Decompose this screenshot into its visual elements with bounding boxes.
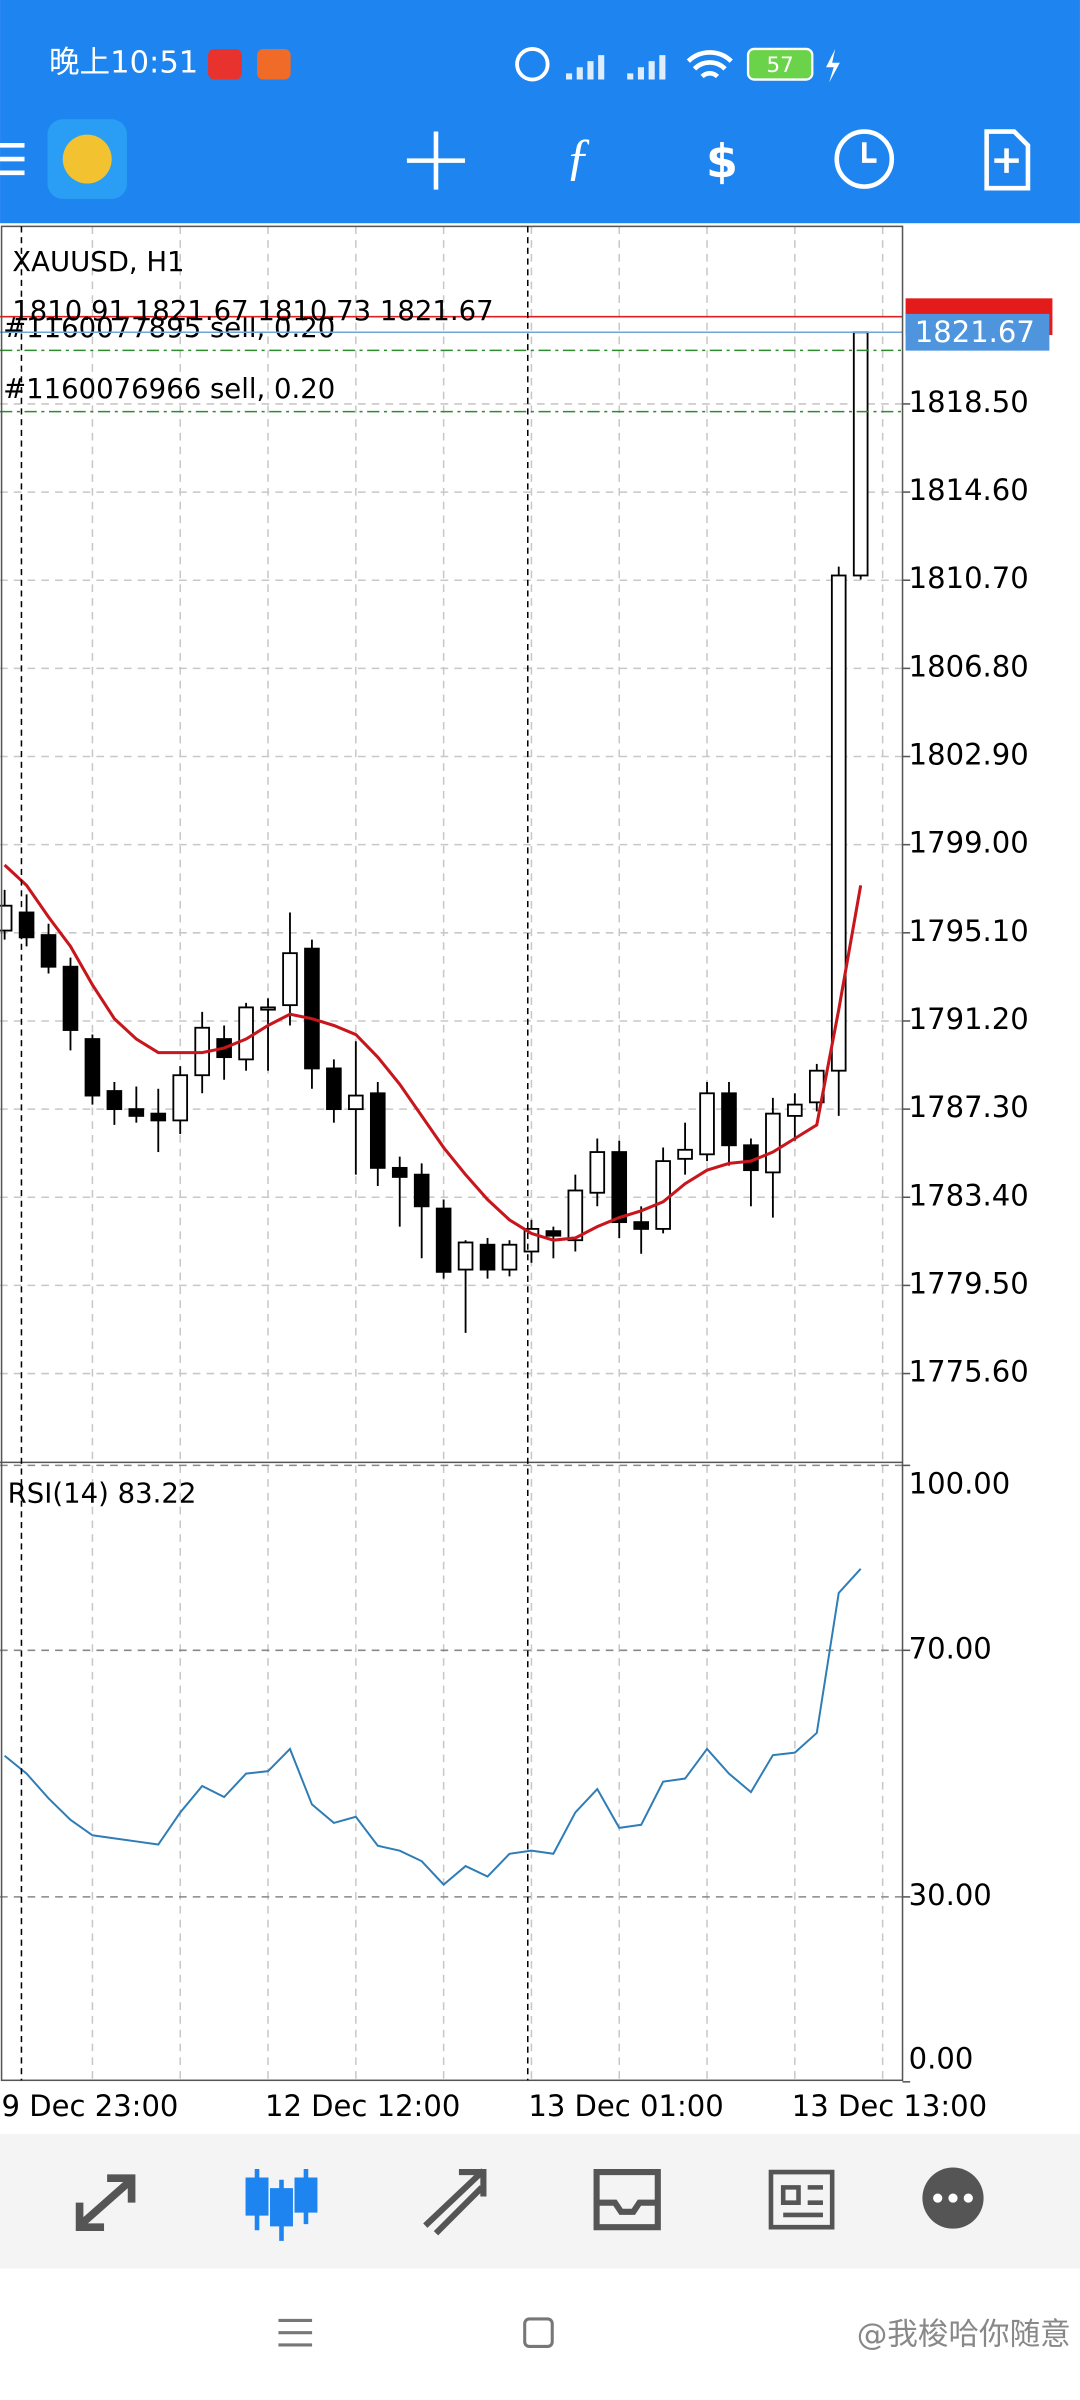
candle-body (238, 1006, 254, 1061)
plot-frame (0, 225, 904, 2082)
y-tick-label: 1775.60 (909, 1355, 1029, 1389)
watermark: @我梭哈你随意 (857, 2317, 1071, 2352)
y-tick-label: 1814.60 (909, 473, 1029, 507)
indicators-button[interactable]: ƒ (565, 129, 591, 186)
status-icon (208, 48, 242, 80)
status-time: 晚上10:51 (49, 46, 198, 81)
menu-button[interactable] (0, 143, 25, 176)
candle-body (830, 574, 847, 1072)
candle-body (501, 1243, 518, 1271)
alarm-icon (515, 47, 550, 82)
chart-tab[interactable] (245, 2169, 318, 2241)
nav-menu[interactable] (278, 2318, 313, 2347)
y-tick-label: 1806.80 (909, 649, 1029, 683)
timeframe-button[interactable] (834, 129, 895, 189)
candle-body (128, 1108, 145, 1117)
battery-level: 57 (767, 53, 794, 78)
candle-body (655, 1160, 671, 1230)
candle-body (348, 1094, 364, 1111)
trade-button[interactable]: $ (706, 135, 738, 189)
top-bar (0, 0, 1080, 224)
candle-body (567, 1189, 584, 1242)
candle-body (435, 1207, 452, 1273)
candle-body (369, 1092, 386, 1169)
x-tick-label: 13 Dec 13:00 (792, 2089, 987, 2123)
timeframe-icon (861, 142, 877, 163)
moving-average (3, 863, 863, 1242)
candle-body (84, 1038, 101, 1097)
battery-icon (746, 47, 814, 81)
y-tick-label: 100.00 (909, 1466, 1011, 1500)
axes: 1818.50 1814.60 1810.70 1806.80 1802.90 1799.… (2, 298, 1053, 2123)
candle-body (18, 911, 35, 939)
candle-body (304, 947, 320, 1070)
trade-tab[interactable] (423, 2168, 487, 2236)
candle-body (172, 1074, 189, 1122)
y-tick-label: 1799.00 (909, 826, 1029, 860)
x-tick-label: 9 Dec 23:00 (2, 2089, 179, 2123)
candle-body (282, 952, 298, 1007)
x-tick-label: 12 Dec 12:00 (265, 2089, 460, 2123)
bid-label: 1821.67 (915, 315, 1035, 349)
y-tick-label: 30.00 (909, 1878, 992, 1912)
y-tick-label: 1783.40 (909, 1178, 1029, 1212)
bottom-nav (0, 2133, 1080, 2269)
y-tick-label: 1779.50 (909, 1266, 1029, 1300)
candle-body (852, 331, 869, 577)
messages-dot (948, 2193, 958, 2203)
candle-body (0, 904, 13, 932)
candle-body (699, 1092, 715, 1156)
news-tab[interactable] (768, 2169, 835, 2230)
plot: #1160077895 sell, 0.20#1160076966 sell, … (0, 226, 903, 2081)
messages-dot (963, 2193, 973, 2203)
wifi-icon (686, 50, 733, 79)
charge-icon (826, 48, 840, 83)
candle-body (106, 1090, 123, 1111)
y-tick-label: 70.00 (909, 1631, 992, 1665)
rsi-title: RSI(14) 83.22 (8, 1477, 197, 1509)
symbol-title: XAUUSD, H1 (12, 246, 184, 278)
rsi-line (3, 1568, 862, 1886)
candle-body (589, 1151, 606, 1194)
candle-body (62, 965, 79, 1031)
candle-body (479, 1243, 496, 1271)
history-tab[interactable] (593, 2169, 661, 2231)
candle-body (765, 1112, 781, 1174)
y-tick-label: 0.00 (909, 2041, 974, 2075)
messages-dot (933, 2193, 943, 2203)
candle-body (150, 1112, 167, 1122)
candle-body (260, 1006, 276, 1011)
candle-body (326, 1067, 342, 1111)
app-logo-mark (62, 134, 112, 184)
candle-body (787, 1103, 803, 1117)
y-tick-label: 1787.30 (909, 1090, 1029, 1124)
candle-body (391, 1166, 408, 1178)
candle-body (40, 934, 57, 968)
bid-box (905, 313, 1050, 351)
quotes-tab[interactable] (75, 2174, 136, 2231)
candle-body (721, 1092, 737, 1147)
nav-home[interactable] (523, 2317, 554, 2348)
candle-body (633, 1221, 649, 1230)
candle-body (677, 1148, 693, 1160)
y-tick-label: 1818.50 (909, 385, 1029, 419)
ohlc-header: 1810.91 1821.67 1810.73 1821.67 (12, 295, 493, 327)
candle-body (413, 1173, 430, 1208)
x-tick-label: 13 Dec 01:00 (528, 2089, 723, 2123)
candle-body (457, 1241, 474, 1271)
status-icon (257, 48, 291, 80)
y-tick-label: 1795.10 (909, 914, 1029, 948)
signal-icon (566, 55, 666, 80)
y-tick-label: 1802.90 (909, 738, 1029, 772)
candle-body (545, 1230, 562, 1237)
y-tick-label: 1791.20 (909, 1002, 1029, 1036)
crosshair-button[interactable] (406, 131, 466, 190)
candle-body (611, 1151, 628, 1224)
new-order-button[interactable] (984, 129, 1031, 191)
order-label: #1160076966 sell, 0.20 (3, 373, 335, 405)
new-order-icon (994, 148, 1019, 173)
y-tick-label: 1810.70 (909, 561, 1029, 595)
